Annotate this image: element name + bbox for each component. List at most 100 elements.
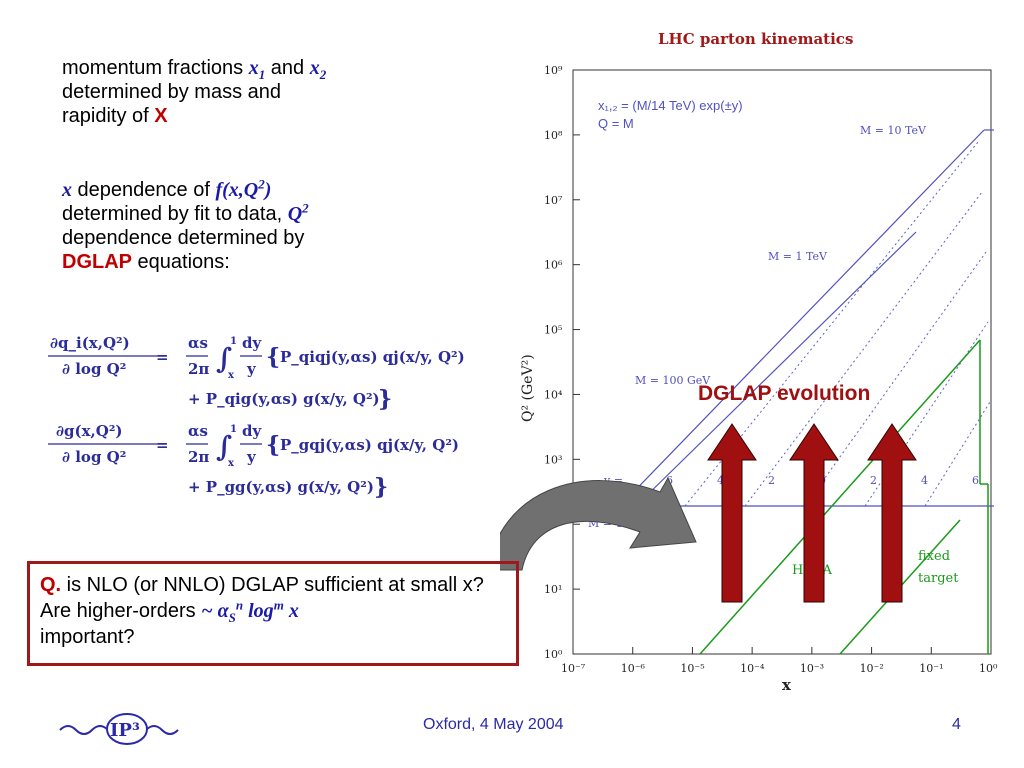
dglap-keyword: DGLAP xyxy=(62,251,132,273)
eq2-y: y xyxy=(246,448,257,466)
q-symbol: Q xyxy=(287,203,303,225)
legend-line2: Q = M xyxy=(598,116,634,131)
x2-subscript: 2 xyxy=(319,67,327,82)
eq1-lhs-den: ∂ log Q² xyxy=(62,360,126,378)
formula-x: x xyxy=(283,600,299,622)
eq1-integral: ∫ xyxy=(216,342,232,375)
y-tick-label: 10³ xyxy=(544,453,562,466)
mass-lines xyxy=(573,129,994,507)
paragraph-dependence: x dependence of f(x,Q2) determined by fi… xyxy=(62,176,422,274)
page-number: 4 xyxy=(952,716,961,733)
x-tick-label: 10⁻⁷ xyxy=(561,662,586,675)
x-axis-label: x xyxy=(782,676,792,694)
eq1-y: y xyxy=(246,360,257,378)
eq1-equals: = xyxy=(156,348,169,366)
y-tick-label: 10⁵ xyxy=(544,324,562,337)
y-tick-label: 10¹ xyxy=(544,583,562,596)
fx-close: ) xyxy=(264,179,272,201)
y-tick-label: 10⁶ xyxy=(544,259,563,272)
x-tick-label: 10⁻⁶ xyxy=(621,662,646,675)
formula-alpha: ~ α xyxy=(201,600,229,622)
footer-center: Oxford, 4 May 2004 xyxy=(423,716,564,733)
target-label: target xyxy=(918,571,959,586)
arrow-2 xyxy=(789,423,839,603)
text: determined by mass and xyxy=(62,81,282,103)
rapidity-value: 4 xyxy=(921,474,928,487)
lhc-kinematics-plot: LHC parton kinematics 10⁰10¹10²10³10⁴10⁵… xyxy=(500,30,998,694)
x-tick-label: 10⁻⁵ xyxy=(680,662,704,675)
eq1-line1: P_qiqj(y,αs) qj(x/y, Q²) xyxy=(280,348,465,366)
X-symbol: X xyxy=(154,105,168,127)
y-tick-label: 10⁰ xyxy=(544,648,563,661)
rapidity-value: 4 xyxy=(717,474,724,487)
eq2-brace-close: } xyxy=(374,474,388,500)
y-tick-label: 10⁹ xyxy=(544,64,563,77)
legend-line1: x₁,₂ = (M/14 TeV) exp(±y) xyxy=(598,98,743,113)
ip3-logo: IP³ xyxy=(59,713,179,745)
plot-title: LHC parton kinematics xyxy=(658,30,853,48)
y-tick-label: 10⁸ xyxy=(544,129,563,142)
x-symbol: x xyxy=(62,179,72,201)
eq2-lhs-den: ∂ log Q² xyxy=(62,448,126,466)
text: and xyxy=(265,57,310,79)
x1-symbol: x xyxy=(248,57,259,79)
paragraph-kinematics: momentum fractions x1 and x2 determined … xyxy=(62,56,422,128)
rapidity-value: 2 xyxy=(870,474,877,487)
eq2-lhs-num: ∂g(x,Q²) xyxy=(56,422,123,440)
evolution-arrows xyxy=(707,423,917,603)
question-label: Q. xyxy=(40,574,62,596)
eq1-lhs-num: ∂q_i(x,Q²) xyxy=(50,334,130,352)
eq1-brace-close: } xyxy=(378,386,392,412)
fixed-label: fixed xyxy=(918,549,950,564)
eq1-int-lower: x xyxy=(228,370,235,381)
y-axis-label: Q² (GeV²) xyxy=(520,354,536,422)
eq2-line2: + P_gg(y,αs) g(x/y, Q²) xyxy=(188,478,374,496)
eq1-alpha: αs xyxy=(188,334,208,352)
eq2-alpha: αs xyxy=(188,422,208,440)
y-tick-labels: 10⁰10¹10²10³10⁴10⁵10⁶10⁷10⁸10⁹ xyxy=(544,64,580,661)
rapidity-value: 2 xyxy=(768,474,775,487)
q-sup: 2 xyxy=(302,200,309,216)
dglap-evolution-label: DGLAP evolution xyxy=(698,382,870,405)
fx-sup: 2 xyxy=(258,176,265,192)
text: equations: xyxy=(132,251,230,273)
x-tick-label: 10⁻¹ xyxy=(919,662,943,675)
text: dependence of xyxy=(72,179,216,201)
y-tick-label: 10⁷ xyxy=(544,194,563,207)
text: determined by fit to data, xyxy=(62,203,288,225)
x-tick-label: 10⁻⁴ xyxy=(740,662,765,675)
fx-formula: f(x,Q xyxy=(215,179,259,201)
m10tev-label: M = 10 TeV xyxy=(860,124,927,137)
dglap-equations: ∂q_i(x,Q²) ∂ log Q² = αs 2π ∫ 1 x dy y {… xyxy=(48,334,465,500)
question-text: is NLO (or NNLO) DGLAP sufficient at sma… xyxy=(40,574,484,622)
text: rapidity of xyxy=(62,105,155,127)
arrow-1 xyxy=(707,423,757,603)
y-tick-label: 10⁴ xyxy=(544,388,563,401)
x-tick-label: 10⁻³ xyxy=(800,662,824,675)
eq2-equals: = xyxy=(156,436,169,454)
x1-subscript: 1 xyxy=(258,67,266,82)
eq1-line2: + P_qig(y,αs) g(x/y, Q²) xyxy=(188,390,380,408)
eq2-integral: ∫ xyxy=(216,430,232,463)
eq1-brace: { xyxy=(266,344,280,370)
question-text-end: important? xyxy=(40,626,135,648)
eq2-dy: dy xyxy=(242,422,262,440)
eq1-2pi: 2π xyxy=(188,360,209,378)
formula-log-sup: m xyxy=(273,597,284,613)
text: dependence determined by xyxy=(62,227,305,249)
m100gev-label: M = 100 GeV xyxy=(635,374,711,387)
eq2-brace: { xyxy=(266,432,280,458)
x-tick-labels: 10⁻⁷ 10⁻⁶ 10⁻⁵ 10⁻⁴ 10⁻³ 10⁻² 10⁻¹ 10⁰ xyxy=(561,647,998,675)
m1tev-label: M = 1 TeV xyxy=(768,250,828,263)
eq2-2pi: 2π xyxy=(188,448,209,466)
eq1-int-upper: 1 xyxy=(230,336,237,347)
eq2-int-lower: x xyxy=(228,458,235,469)
x-tick-label: 10⁻² xyxy=(860,662,884,675)
formula-log: log xyxy=(243,600,274,622)
curved-arrow-icon xyxy=(500,476,697,571)
x2-symbol: x xyxy=(309,57,320,79)
question-box: Q. is NLO (or NNLO) DGLAP sufficient at … xyxy=(27,561,519,666)
plot-frame xyxy=(572,69,992,655)
logo-text: IP³ xyxy=(110,720,140,741)
arrow-3 xyxy=(867,423,917,603)
